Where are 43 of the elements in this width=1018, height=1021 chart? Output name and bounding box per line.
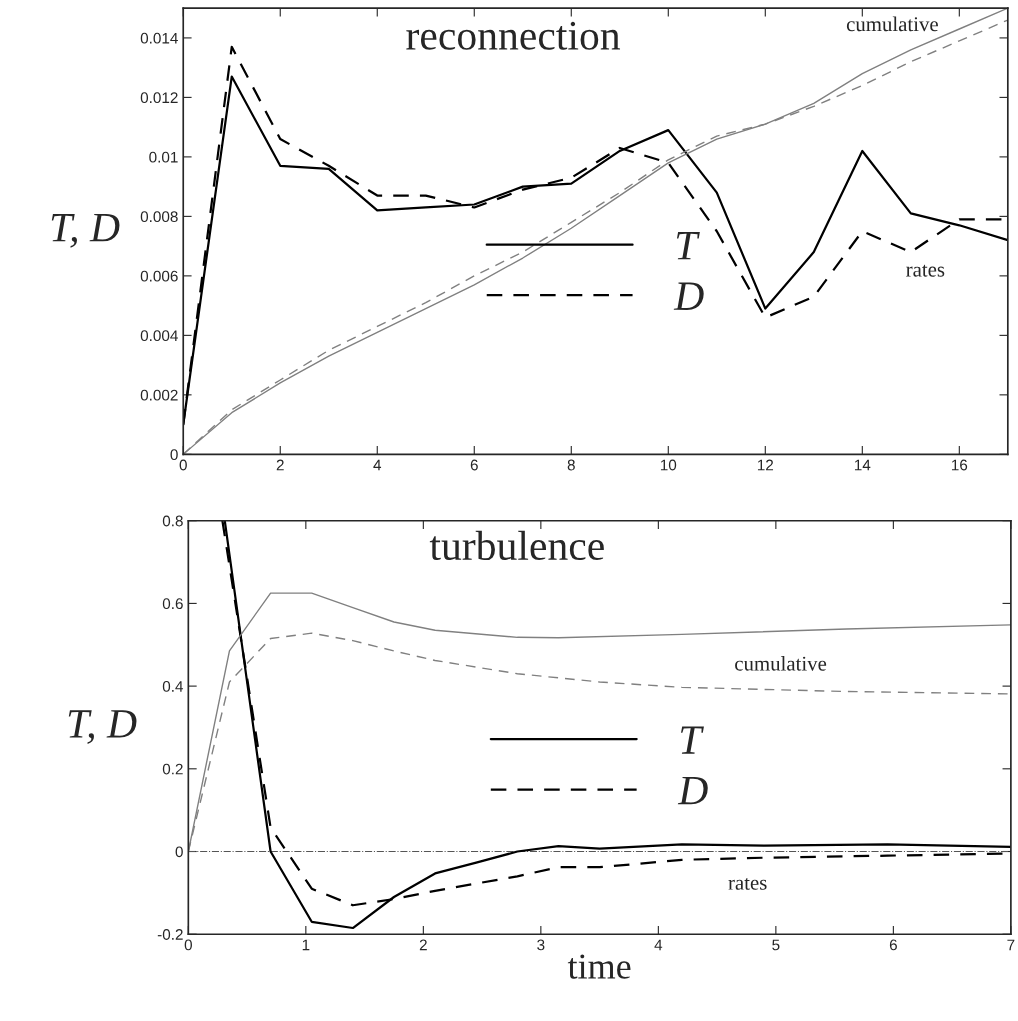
y-tick-label: 0.012 [140,92,178,104]
y-axis-title: T, D [51,213,120,248]
x-tick-label: 8 [567,459,575,471]
y-tick-label: 0.008 [140,211,178,223]
x-tick-label: 12 [757,459,774,471]
legend-label: T [676,231,700,260]
x-tick-label: 4 [654,939,663,951]
annotation: cumulative [846,16,938,32]
annotation: rates [728,877,767,890]
y-tick-label: 0.006 [140,270,178,282]
x-tick-label: 1 [302,939,310,951]
y-tick-label: 0.004 [140,330,178,342]
legend-label: D [673,282,704,310]
annotation: rates [906,264,945,277]
y-tick-label: 0.002 [140,389,178,401]
y-tick-label: 0.8 [162,515,183,527]
x-tick-label: 5 [772,939,780,951]
x-tick-label: 7 [1007,939,1015,951]
x-axis-title: time [567,954,631,979]
chart-title: turbulence [429,530,604,561]
legend-label: T [681,726,704,754]
x-tick-label: 4 [373,459,382,471]
y-tick-label: -0.2 [157,929,183,940]
chart-title: reconnection [406,21,621,50]
x-tick-label: 6 [889,939,897,951]
y-tick-label: 0 [170,449,178,461]
x-tick-label: 0 [184,939,192,951]
y-tick-label: 0.01 [149,151,178,163]
annotation: cumulative [735,655,827,671]
y-tick-label: 0.4 [162,680,184,692]
legend-label: D [677,776,708,805]
x-tick-label: 2 [419,939,427,951]
y-tick-label: 0.014 [140,32,178,44]
x-tick-label: 2 [276,459,284,471]
y-tick-label: 0 [175,846,183,858]
y-tick-label: 0.2 [162,763,183,775]
x-tick-label: 3 [537,939,545,951]
x-tick-label: 14 [854,459,871,471]
y-tick-label: 0.6 [162,598,183,610]
x-tick-label: 10 [660,459,677,471]
y-axis-title: T, D [68,710,137,744]
x-tick-label: 6 [470,459,478,471]
x-tick-label: 16 [951,459,968,471]
